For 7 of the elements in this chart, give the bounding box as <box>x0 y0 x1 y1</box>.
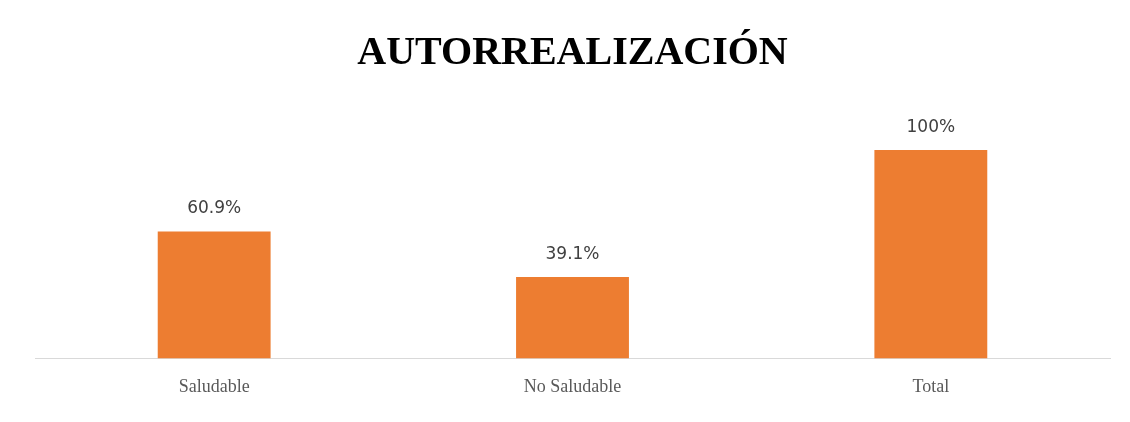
x-tick-label: Saludable <box>178 375 250 396</box>
chart-title: AUTORREALIZACIÓN <box>357 28 788 74</box>
data-label: 100% <box>906 115 956 136</box>
x-tick-label: Total <box>912 375 950 396</box>
data-label: 39.1% <box>545 242 600 263</box>
x-tick-label: No Saludable <box>523 375 622 396</box>
data-label: 60.9% <box>187 197 242 218</box>
